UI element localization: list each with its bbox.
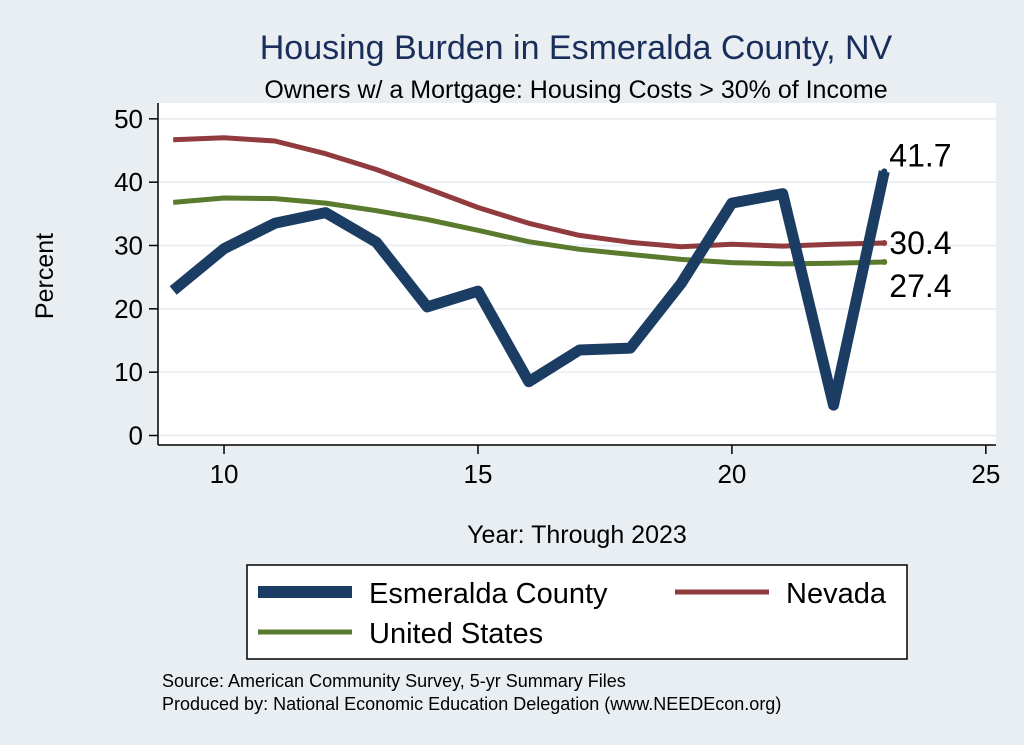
y-axis-title: Percent [31, 233, 59, 319]
gridlines [158, 118, 996, 437]
x-tick-label-20: 20 [717, 459, 746, 489]
y-tick-label-30: 30 [114, 231, 143, 261]
source-note: Source: American Community Survey, 5-yr … [162, 671, 626, 691]
x-tick-label-10: 10 [210, 459, 239, 489]
end-point-esmeralda-county [881, 168, 888, 175]
legend: Esmeralda County Nevada United States [246, 564, 908, 660]
legend-label-esmeralda-county: Esmeralda County [369, 578, 608, 610]
legend-label-nevada: Nevada [786, 578, 887, 610]
end-label-esmeralda-county: 41.7 [889, 137, 951, 173]
axes: 0 10 20 30 40 50 10 15 20 25 [114, 103, 1000, 489]
end-label-united-states: 27.4 [889, 268, 951, 304]
end-point-nevada [881, 239, 888, 246]
producer-note: Produced by: National Economic Education… [162, 694, 781, 714]
y-tick-label-20: 20 [114, 294, 143, 324]
x-tick-label-25: 25 [971, 459, 1000, 489]
series-lines [169, 135, 890, 411]
plot-area [158, 103, 996, 445]
x-tick-label-15: 15 [464, 459, 493, 489]
legend-label-united-states: United States [369, 618, 543, 650]
series-line-esmeralda-county [169, 170, 890, 411]
end-labels: 41.7 30.4 27.4 [889, 137, 951, 304]
series-line-nevada [173, 135, 885, 250]
end-point-united-states [881, 258, 888, 265]
y-tick-label-50: 50 [114, 104, 143, 134]
series-line-united-states [172, 195, 885, 267]
y-tick-label-10: 10 [114, 357, 143, 387]
y-tick-label-0: 0 [129, 421, 143, 451]
y-tick-label-40: 40 [114, 167, 143, 197]
chart-title: Housing Burden in Esmeralda County, NV [260, 29, 893, 67]
chart-subtitle: Owners w/ a Mortgage: Housing Costs > 30… [264, 76, 887, 104]
end-label-nevada: 30.4 [889, 225, 951, 261]
x-axis-title: Year: Through 2023 [467, 521, 687, 549]
legend-box [246, 564, 908, 660]
